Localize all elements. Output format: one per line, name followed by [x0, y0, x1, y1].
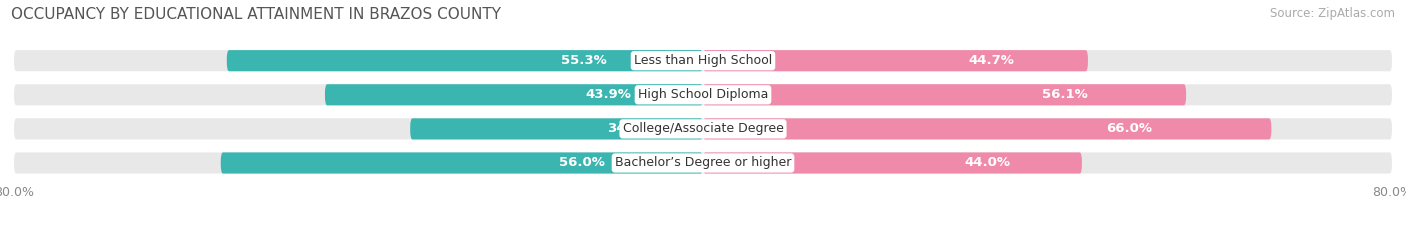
FancyBboxPatch shape [325, 84, 703, 105]
Text: 44.7%: 44.7% [969, 54, 1015, 67]
Text: Source: ZipAtlas.com: Source: ZipAtlas.com [1270, 7, 1395, 20]
Text: Bachelor’s Degree or higher: Bachelor’s Degree or higher [614, 157, 792, 169]
Text: 34.0%: 34.0% [607, 122, 652, 135]
Text: 43.9%: 43.9% [585, 88, 631, 101]
FancyBboxPatch shape [703, 50, 1088, 71]
FancyBboxPatch shape [411, 118, 703, 140]
FancyBboxPatch shape [221, 152, 703, 174]
Text: College/Associate Degree: College/Associate Degree [623, 122, 783, 135]
Text: 66.0%: 66.0% [1107, 122, 1153, 135]
FancyBboxPatch shape [703, 152, 1083, 174]
Text: Less than High School: Less than High School [634, 54, 772, 67]
FancyBboxPatch shape [14, 152, 1392, 174]
Text: 44.0%: 44.0% [965, 157, 1010, 169]
FancyBboxPatch shape [14, 118, 1392, 140]
FancyBboxPatch shape [14, 50, 1392, 71]
FancyBboxPatch shape [226, 50, 703, 71]
Text: OCCUPANCY BY EDUCATIONAL ATTAINMENT IN BRAZOS COUNTY: OCCUPANCY BY EDUCATIONAL ATTAINMENT IN B… [11, 7, 502, 22]
Text: 56.0%: 56.0% [560, 157, 606, 169]
Text: High School Diploma: High School Diploma [638, 88, 768, 101]
FancyBboxPatch shape [703, 118, 1271, 140]
FancyBboxPatch shape [703, 84, 1187, 105]
Text: 56.1%: 56.1% [1042, 88, 1088, 101]
Text: 55.3%: 55.3% [561, 54, 607, 67]
FancyBboxPatch shape [14, 84, 1392, 105]
